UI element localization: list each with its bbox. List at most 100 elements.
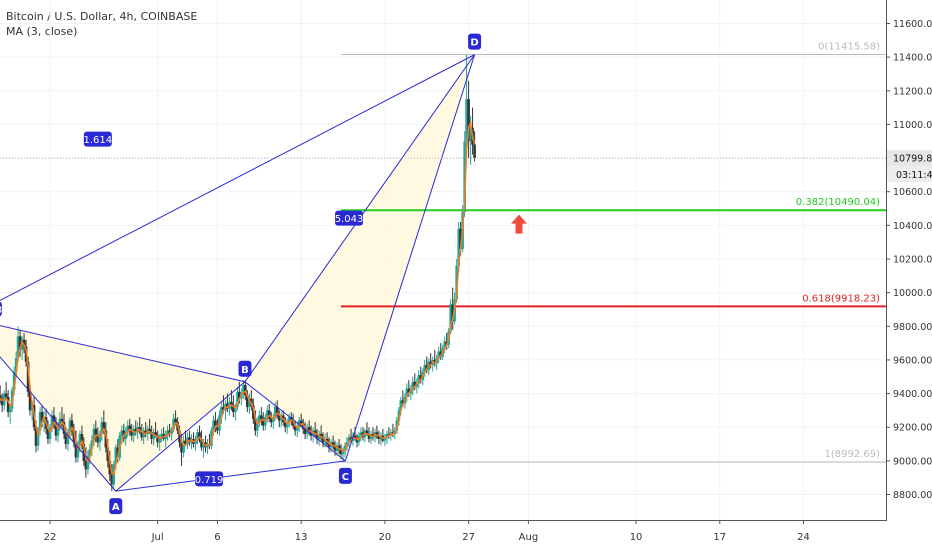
candle-body [108,460,112,475]
candle-body [457,228,460,266]
candle-body [220,407,223,416]
candle-body [419,375,423,381]
candle-body [130,430,133,436]
candle-body [415,383,419,387]
chart-legend: Bitcoin / U.S. Dollar, 4h, COINBASE MA (… [6,9,197,39]
candle-body [269,418,273,423]
candle-body [397,410,401,421]
candle-body [68,420,72,433]
price-axis[interactable]: 11600.0011400.0011200.0011000.0010800.00… [886,0,932,550]
candle-body [469,127,472,142]
fib-level-label-0: 0(11415.58) [818,42,880,53]
ratio-badge-2 [335,210,364,226]
candle-body [104,430,108,448]
candle-body [90,440,94,450]
candle-body [60,418,64,423]
indicator-label: MA (3, close) [6,25,78,38]
candle-body [38,412,42,431]
candle-body [172,418,175,429]
candle-body [375,432,379,436]
candle-body [18,336,22,350]
candle-body [148,428,151,433]
candle-body [14,358,18,372]
fib-levels: 0(11415.58) 0.382(10490.04) 0.618(9918.23)… [341,42,886,463]
price-tick-label: 9200.00 [893,423,932,434]
candle-body [30,405,34,411]
time-tick-label: 6 [214,532,220,543]
fib-level-label-1: 0.382(10490.04) [796,197,880,208]
candle-body [249,398,253,406]
candle-body [467,99,470,142]
price-tick-label: 10200.00 [893,255,932,266]
candle-body [232,405,235,413]
candle-body [252,405,255,419]
candle-body [429,361,432,365]
pattern-line-bc [244,381,346,462]
candle-body [88,449,92,456]
candle-body [291,420,295,426]
candle-body [84,460,88,470]
candle-body [4,393,8,397]
candle-body [40,412,44,423]
price-tick-label: 9600.00 [893,355,932,366]
candle-body [301,423,305,429]
time-tick-label: 13 [295,532,308,543]
candle-body [385,433,389,438]
candle-body [343,445,347,451]
candle-body [417,375,421,384]
candle-body [341,450,345,455]
ratio-label-3: 1.614 [84,135,113,146]
candle-body [184,440,187,445]
candle-body [246,395,249,408]
time-axis[interactable]: 22 Jul 6 13 20 27 Aug 10 17 24 [0,520,932,550]
candle-body [266,410,269,418]
candle-body [333,445,337,451]
time-axis-bg [0,520,932,550]
candle-body [96,435,100,443]
candle-body [200,438,203,448]
candle-body [206,444,209,448]
up-arrow-icon [511,214,527,234]
point-label-b: B [241,365,249,376]
candle-body [359,432,363,436]
candle-body [313,430,317,434]
pattern-line-xa [0,356,117,492]
price-tick-label: 8800.00 [893,490,932,501]
candle-body [20,339,24,350]
point-badge-c [338,467,352,484]
pattern-fill-bcd [244,54,475,461]
candle-body [190,438,193,443]
candle-body [222,407,225,411]
candle-body [28,391,32,411]
candle-body [236,391,239,408]
candle-body [303,428,307,434]
candle-body [134,428,138,433]
ratio-badge-0 [0,301,2,317]
candle-body [138,427,142,431]
candle-body [110,474,114,485]
price-tick-label: 9000.00 [893,456,932,467]
time-tick-label: 24 [797,532,810,543]
candle-body [64,433,68,445]
candle-body [413,381,417,387]
candle-body [56,425,60,436]
candle-body [234,407,237,413]
current-price-tag [887,150,932,167]
candle-body [365,430,369,434]
candle-body [411,381,415,391]
candle-body [451,304,455,322]
candle-body [337,445,341,450]
point-badge-b [238,360,252,377]
candle-body [261,420,265,426]
candle-body [12,371,16,391]
time-tick-label: 20 [379,532,392,543]
price-axis-bg [886,0,932,550]
candle-body [367,433,371,439]
candle-body [100,422,104,434]
countdown-label: 03:11:46 [896,170,932,181]
candle-body [254,418,257,431]
candle-body [409,390,413,394]
current-price-label: 10799.81 [893,154,932,165]
candle-body [401,400,405,404]
